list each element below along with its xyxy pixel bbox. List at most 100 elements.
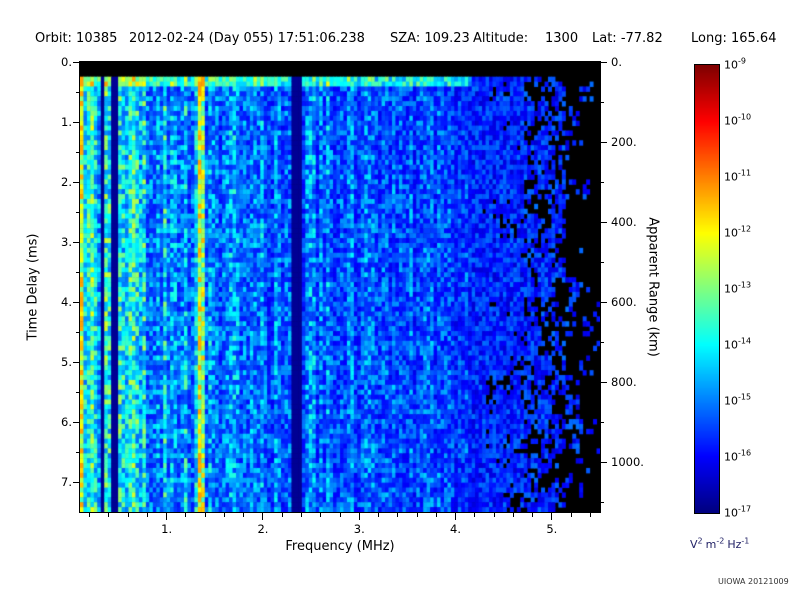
x-tick xyxy=(358,513,360,520)
y-right-tick-label: 800. xyxy=(611,375,637,389)
x-minor-tick xyxy=(146,513,148,517)
colorbar-tick-label: 10-12 xyxy=(724,224,752,240)
x-minor-tick xyxy=(397,513,399,517)
y-left-tick-label: 6. xyxy=(61,415,72,429)
y-left-tick-label: 2. xyxy=(61,175,72,189)
y-right-minor-tick xyxy=(600,181,604,183)
x-minor-tick xyxy=(378,513,380,517)
credit-text: UIOWA 20121009 xyxy=(718,577,789,586)
x-minor-tick xyxy=(416,513,418,517)
x-minor-tick xyxy=(204,513,206,517)
x-tick xyxy=(166,513,168,520)
colorbar-tick-label: 10-14 xyxy=(724,336,752,352)
colorbar xyxy=(694,64,720,514)
unit-part: m-2 xyxy=(705,536,725,551)
y-right-tick-label: 600. xyxy=(611,295,637,309)
y-right-tick-label: 200. xyxy=(611,135,637,149)
x-tick-label: 4. xyxy=(450,522,462,536)
y-left-tick-label: 5. xyxy=(61,355,72,369)
x-minor-tick xyxy=(127,513,129,517)
y-right-tick xyxy=(600,141,607,143)
colorbar-unit-label: V2 m-2 Hz-1 xyxy=(690,536,752,551)
x-axis-label: Frequency (MHz) xyxy=(285,539,395,554)
altitude-label: Altitude: xyxy=(473,31,529,46)
x-minor-tick xyxy=(512,513,514,517)
x-tick-label: 3. xyxy=(353,522,365,536)
x-tick-label: 1. xyxy=(161,522,173,536)
colorbar-tick-label: 10-17 xyxy=(724,504,752,520)
x-minor-tick xyxy=(589,513,591,517)
x-tick xyxy=(455,513,457,520)
y-axis-label-left: Time Delay (ms) xyxy=(25,233,41,341)
x-minor-tick xyxy=(300,513,302,517)
colorbar-tick-label: 10-11 xyxy=(724,168,752,184)
y-right-minor-tick xyxy=(600,421,604,423)
datetime-value: 2012-02-24 (Day 055) 17:51:06.238 xyxy=(129,31,365,46)
y-left-tick xyxy=(73,241,80,243)
colorbar-canvas xyxy=(695,65,719,513)
x-minor-tick xyxy=(570,513,572,517)
x-minor-tick xyxy=(474,513,476,517)
colorbar-tick-label: 10-15 xyxy=(724,392,752,408)
x-minor-tick xyxy=(243,513,245,517)
x-minor-tick xyxy=(435,513,437,517)
y-left-minor-tick xyxy=(76,391,80,393)
y-right-tick xyxy=(600,221,607,223)
y-right-minor-tick xyxy=(600,341,604,343)
latitude-value: Lat: -77.82 xyxy=(592,31,663,46)
unit-part: V2 xyxy=(690,536,703,551)
y-left-tick-label: 3. xyxy=(61,235,72,249)
y-right-tick-label: 1000. xyxy=(611,455,644,469)
x-tick-label: 2. xyxy=(257,522,269,536)
x-minor-tick xyxy=(108,513,110,517)
orbit-value: Orbit: 10385 xyxy=(35,31,118,46)
y-right-tick xyxy=(600,301,607,303)
x-minor-tick xyxy=(339,513,341,517)
y-left-tick xyxy=(73,301,80,303)
y-right-tick xyxy=(600,461,607,463)
colorbar-tick-label: 10-16 xyxy=(724,448,752,464)
spectrogram-canvas xyxy=(80,62,600,512)
x-minor-tick xyxy=(223,513,225,517)
y-left-tick xyxy=(73,61,80,63)
y-left-minor-tick xyxy=(76,271,80,273)
x-tick-label: 5. xyxy=(546,522,558,536)
x-minor-tick xyxy=(320,513,322,517)
x-minor-tick xyxy=(185,513,187,517)
x-minor-tick xyxy=(532,513,534,517)
y-left-minor-tick xyxy=(76,451,80,453)
y-left-tick xyxy=(73,361,80,363)
y-right-tick xyxy=(600,381,607,383)
y-left-tick xyxy=(73,121,80,123)
y-left-tick-label: 4. xyxy=(61,295,72,309)
y-right-tick xyxy=(600,61,607,63)
y-left-tick-label: 7. xyxy=(61,475,72,489)
y-left-tick-label: 1. xyxy=(61,115,72,129)
x-minor-tick xyxy=(89,513,91,517)
y-right-minor-tick xyxy=(600,501,604,503)
y-left-minor-tick xyxy=(76,331,80,333)
y-right-minor-tick xyxy=(600,101,604,103)
y-left-minor-tick xyxy=(76,91,80,93)
y-left-minor-tick xyxy=(76,151,80,153)
y-right-tick-label: 0. xyxy=(611,55,622,69)
y-left-tick xyxy=(73,481,80,483)
y-left-tick xyxy=(73,421,80,423)
longitude-value: Long: 165.64 xyxy=(691,31,777,46)
y-right-tick-label: 400. xyxy=(611,215,637,229)
altitude-value: 1300 xyxy=(545,31,579,46)
x-tick xyxy=(262,513,264,520)
colorbar-tick-label: 10-13 xyxy=(724,280,752,296)
spectrogram-plot xyxy=(79,61,601,513)
unit-part: Hz-1 xyxy=(727,536,750,551)
colorbar-tick-label: 10-9 xyxy=(724,56,746,72)
x-minor-tick xyxy=(493,513,495,517)
x-minor-tick xyxy=(281,513,283,517)
y-left-tick-label: 0. xyxy=(61,55,72,69)
y-axis-label-right: Apparent Range (km) xyxy=(645,217,661,357)
sza-value: SZA: 109.23 xyxy=(390,31,470,46)
y-left-minor-tick xyxy=(76,211,80,213)
y-left-tick xyxy=(73,181,80,183)
x-tick xyxy=(551,513,553,520)
